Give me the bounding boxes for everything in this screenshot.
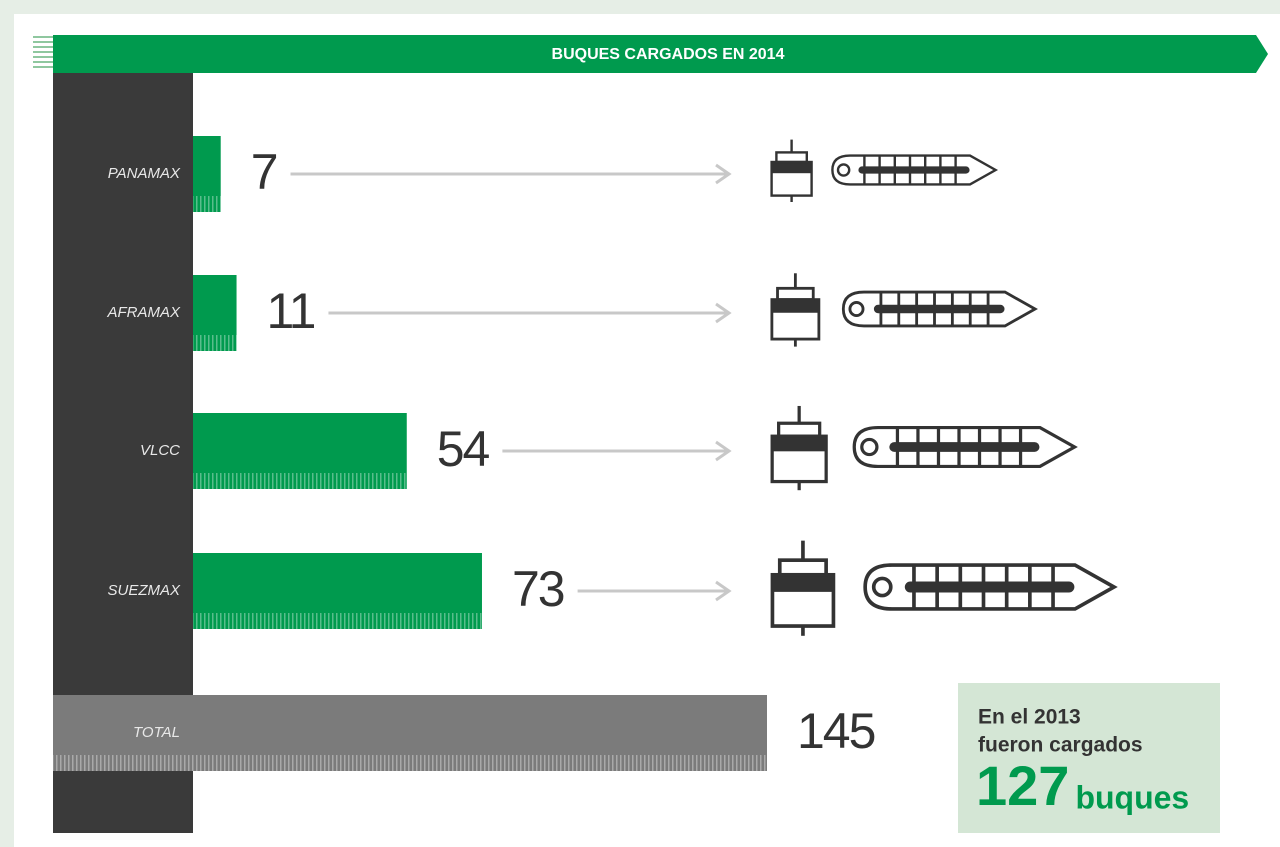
annotation-line: En el 2013 — [978, 706, 1081, 729]
category-label: SUEZMAX — [107, 582, 181, 599]
ship-icon — [770, 139, 999, 203]
connector-head — [715, 163, 732, 185]
ship-hull — [863, 563, 1118, 611]
value-label: 73 — [512, 561, 564, 617]
bar-hatch — [53, 755, 767, 771]
connector-head — [715, 580, 732, 602]
stripes-icon — [33, 36, 53, 68]
ship-hull — [841, 290, 1038, 328]
bar-hatch — [193, 613, 482, 629]
ship-icon — [770, 405, 1078, 491]
ship-tower-top — [771, 299, 819, 313]
category-label: AFRAMAX — [106, 304, 181, 321]
value-label: 11 — [267, 283, 315, 339]
title-banner — [53, 35, 1268, 73]
ship-tower-top — [771, 162, 812, 174]
ship-ring — [848, 301, 865, 317]
annotation-unit: buques — [1075, 779, 1189, 815]
ship-ring — [871, 576, 893, 598]
bar-hatch — [193, 335, 237, 351]
bar-hatch — [193, 473, 407, 489]
ship-hull — [831, 154, 999, 186]
ship-tower-top — [772, 574, 834, 592]
bar-hatch — [193, 196, 221, 212]
annotation-value: 127 — [976, 754, 1069, 817]
connector-head — [715, 440, 732, 462]
value-label: 54 — [437, 421, 490, 477]
ship-ring — [836, 163, 851, 177]
ship-icon — [770, 540, 1118, 636]
annotation-box — [958, 683, 1220, 833]
ship-icon — [770, 273, 1038, 347]
annotation-line: fueron cargados — [978, 734, 1143, 757]
category-label: PANAMAX — [108, 165, 181, 182]
ship-hull — [852, 425, 1078, 469]
value-label: 7 — [251, 144, 277, 200]
value-label: 145 — [797, 703, 875, 759]
ship-bridge — [776, 286, 815, 302]
ship-ring — [860, 437, 879, 457]
category-label: TOTAL — [133, 724, 180, 741]
ship-tower-top — [772, 436, 827, 452]
category-label: VLCC — [140, 442, 180, 459]
connector-head — [715, 302, 732, 324]
chart-title: BUQUES CARGADOS EN 2014 — [552, 46, 785, 63]
